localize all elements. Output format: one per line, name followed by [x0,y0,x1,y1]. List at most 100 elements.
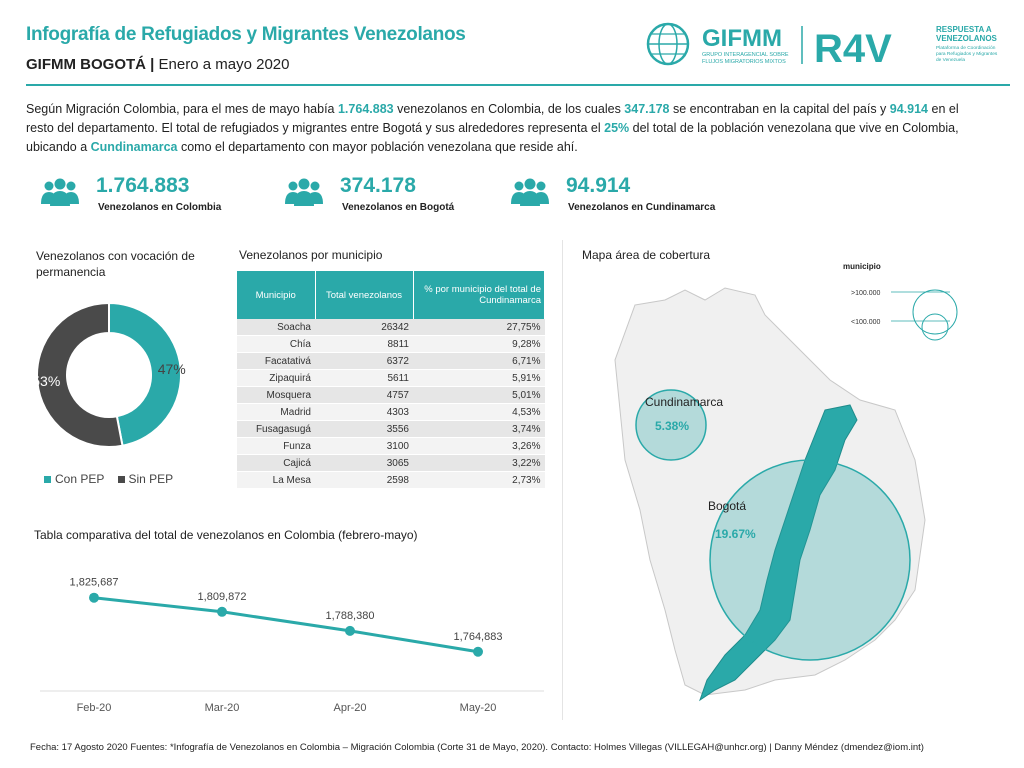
kpi-value: 374.178 [340,174,416,197]
kpi-label: Venezolanos en Colombia [98,202,222,213]
r4v-line5: de Venezuela [936,57,965,63]
data-label: 1,788,380 [326,610,375,622]
page-subtitle: GIFMM BOGOTÁ | Enero a mayo 2020 [26,56,289,73]
subtitle-org: GIFMM BOGOTÁ [26,56,146,73]
intro-value-colombia: 1.764.883 [337,102,394,116]
x-tick-label: Apr-20 [333,702,366,714]
r4v-line2: VENEZOLANOS [936,34,998,43]
total-cell: 3556 [315,420,413,438]
municipio-cell: Funza [237,437,315,455]
map-legend-title: Número de venezolanos por municipio [843,262,881,271]
table-row: Funza 3100 3,26% [237,437,545,455]
people-icon [41,178,79,206]
bogota-district-shape [699,404,858,702]
section-divider [562,240,563,720]
donut-title: Venezolanos con vocación de permanencia [36,249,195,279]
kpi-label: Venezolanos en Bogotá [342,202,455,213]
donut-slice-label: 53% [34,373,60,389]
table-row: Soacha 26342 27,75% [237,319,545,336]
x-tick-label: Mar-20 [205,702,240,714]
map-legend-high: >100.000 [851,290,880,297]
partner-logos: GIFMM GRUPO INTERAGENCIAL SOBRE FLUJOS M… [646,22,998,70]
total-cell: 3065 [315,454,413,472]
percent-cell: 5,01% [413,386,545,404]
table-row: Cajicá 3065 3,22% [237,454,545,472]
bogota-percent: 19.67% [715,527,756,541]
municipios-table: Municipio Total venezolanos % por munici… [237,271,545,489]
municipio-cell: Mosquera [237,386,315,404]
percent-cell: 4,53% [413,403,545,421]
gifmm-line1: GRUPO INTERAGENCIAL SOBRE [702,52,789,58]
donut-slice-label: 47% [158,361,186,377]
data-point [217,606,227,617]
table-header-municipio: Municipio [237,271,316,319]
gifmm-logo-icon [646,22,690,66]
people-icon [511,178,549,206]
r4v-name: R4V [814,27,892,70]
subtitle-period: Enero a mayo 2020 [158,56,290,73]
table-row: Chía 8811 9,28% [237,335,545,353]
donut-slice-sin-pep [36,301,124,448]
legend-swatch-con-pep [44,476,51,484]
table-header-total: Total venezolanos [315,271,414,319]
kpi-value: 94.914 [566,174,631,197]
map-title: Mapa área de cobertura [582,248,711,262]
cundinamarca-coverage-circle [635,389,707,461]
intro-value-capital: 347.178 [624,102,670,116]
data-point [473,646,483,657]
table-row: La Mesa 2598 2,73% [237,471,545,489]
cundinamarca-region-shape [614,287,926,696]
r4v-line1: RESPUESTA A [936,25,992,34]
cundinamarca-label: Cundinamarca [645,395,723,409]
intro-paragraph: Según Migración Colombia, para el mes de… [26,102,959,154]
percent-cell: 9,28% [413,335,545,353]
map-legend-small-circle [921,313,949,341]
municipio-cell: Soacha [237,319,315,336]
intro-value-department: 94.914 [889,102,929,116]
header-rule [26,84,1010,86]
municipio-cell: La Mesa [237,471,315,489]
percent-cell: 5,91% [413,369,545,387]
coverage-map: Cundinamarca 5.38% Bogotá 19.67% Número … [614,262,958,702]
percent-cell: 2,73% [413,471,545,489]
line-chart: 1,825,687 Feb-20 1,809,872 Mar-20 1,788,380 A… [40,577,544,714]
total-cell: 3100 [315,437,413,455]
percent-cell: 3,26% [413,437,545,455]
legend-label-sin-pep: Sin PEP [128,472,174,486]
kpi-label: Venezolanos en Cundinamarca [568,202,716,213]
donut-slice-con-pep [108,301,182,447]
data-point [89,592,99,603]
percent-cell: 6,71% [413,352,545,370]
r4v-line3: Plataforma de Coordinación [936,45,996,51]
total-cell: 4757 [315,386,413,404]
table-row: Mosquera 4757 5,01% [237,386,545,404]
kpi-value: 1.764.883 [96,174,190,197]
people-icon [285,178,323,206]
intro-value-share: 25% [604,121,630,135]
total-cell: 4303 [315,403,413,421]
data-label: 1,764,883 [454,631,503,643]
municipio-cell: Facatativá [237,352,315,370]
municipio-cell: Chía [237,335,315,353]
municipio-cell: Madrid [237,403,315,421]
percent-cell: 3,74% [413,420,545,438]
map-legend-large-circle [912,289,958,335]
series-line [93,596,479,654]
map-legend-low: <100.000 [851,319,880,326]
data-point [345,625,355,636]
footer-sources: Fecha: 17 Agosto 2020 Fuentes: *Infograf… [30,742,924,753]
municipio-cell: Zipaquirá [237,369,315,387]
cundinamarca-percent: 5.38% [655,419,689,433]
municipio-cell: Fusagasugá [237,420,315,438]
table-header-percent: % por municipio del total de Cundinamarc… [413,271,545,319]
percent-cell: 27,75% [413,319,545,336]
table-row: Madrid 4303 4,53% [237,403,545,421]
table-row: Facatativá 6372 6,71% [237,352,545,370]
gifmm-name: GIFMM [702,25,782,52]
table-row: Zipaquirá 5611 5,91% [237,369,545,387]
r4v-line4: para Refugiados y Migrantes [936,51,998,57]
data-label: 1,809,872 [198,591,247,603]
subtitle-separator: | [150,56,155,73]
legend-swatch-sin-pep [117,476,125,484]
percent-cell: 3,22% [413,454,545,472]
